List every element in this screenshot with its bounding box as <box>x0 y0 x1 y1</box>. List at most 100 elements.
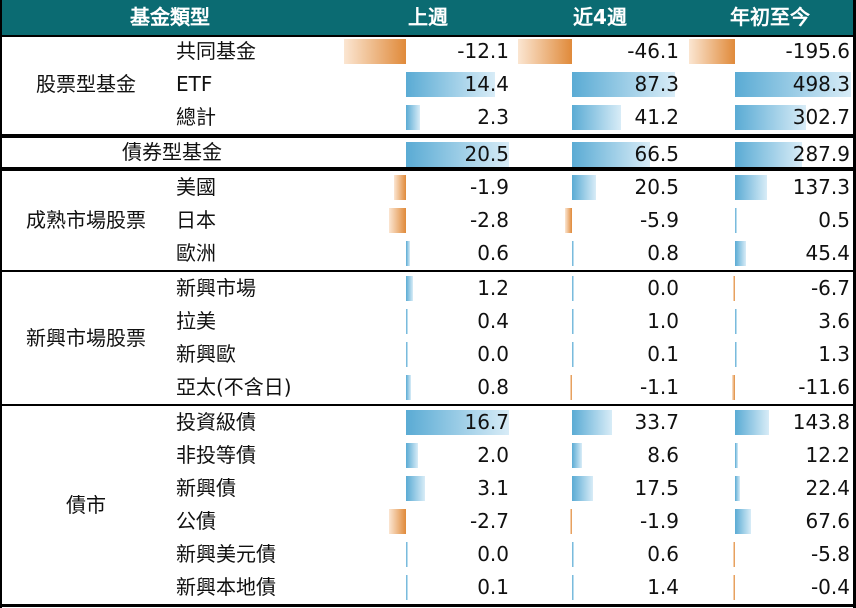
table-border-right <box>853 0 856 608</box>
row-label: 共同基金 <box>176 39 256 63</box>
table-border-left <box>0 0 2 608</box>
row-label: 歐洲 <box>176 241 216 265</box>
value-four_weeks: 1.0 <box>647 309 679 333</box>
value-ytd: 143.8 <box>792 410 850 434</box>
bar-week <box>406 575 408 600</box>
bar-week <box>406 241 410 266</box>
bar-week <box>406 375 411 400</box>
bar-ytd <box>735 175 768 200</box>
value-week: 20.5 <box>464 142 509 166</box>
value-four_weeks: 33.7 <box>634 410 679 434</box>
value-ytd: -195.6 <box>785 39 850 63</box>
header-four-weeks: 近4週 <box>573 5 627 29</box>
bar-week <box>406 542 408 567</box>
row-label: 新興美元債 <box>176 542 276 566</box>
bar-ytd <box>733 276 735 301</box>
value-week: 14.4 <box>464 72 509 96</box>
row-label: 新興本地債 <box>176 575 276 599</box>
bar-ytd <box>735 309 737 334</box>
bar-four_weeks <box>572 276 574 301</box>
bar-week <box>406 443 419 468</box>
value-ytd: 137.3 <box>792 175 850 199</box>
bar-four_weeks <box>572 309 574 334</box>
bar-four_weeks <box>572 241 574 266</box>
row-divider <box>0 167 856 171</box>
value-week: 0.8 <box>477 375 509 399</box>
value-four_weeks: 17.5 <box>634 476 679 500</box>
header-row <box>0 0 856 35</box>
bar-four_weeks <box>569 509 572 534</box>
bar-four_weeks <box>572 175 597 200</box>
value-four_weeks: -5.9 <box>639 208 679 232</box>
bar-four_weeks <box>572 142 651 167</box>
value-four_weeks: 20.5 <box>634 175 679 199</box>
bar-ytd <box>735 509 751 534</box>
bar-week <box>389 509 406 534</box>
bar-ytd <box>733 575 735 600</box>
value-ytd: 22.4 <box>805 476 850 500</box>
bar-ytd <box>735 208 737 233</box>
value-ytd: 0.5 <box>818 208 850 232</box>
bar-ytd <box>735 241 746 266</box>
row-divider <box>0 134 856 138</box>
value-week: 0.1 <box>477 575 509 599</box>
bar-four_weeks <box>572 410 612 435</box>
bar-week <box>406 142 509 167</box>
row-label: 新興債 <box>176 476 236 500</box>
value-week: 0.4 <box>477 309 509 333</box>
group-label: 債市 <box>66 493 106 517</box>
bar-week <box>406 309 409 334</box>
value-week: -2.7 <box>469 509 509 533</box>
value-four_weeks: 41.2 <box>634 105 679 129</box>
row-divider <box>0 270 856 272</box>
row-label: 新興歐 <box>176 342 236 366</box>
value-four_weeks: 87.3 <box>634 72 679 96</box>
value-ytd: 45.4 <box>805 241 850 265</box>
header-category: 基金類型 <box>130 5 210 29</box>
value-ytd: 67.6 <box>805 509 850 533</box>
bar-week <box>394 175 406 200</box>
bar-four_weeks <box>570 375 572 400</box>
value-week: 2.3 <box>477 105 509 129</box>
bar-four_weeks <box>572 443 583 468</box>
value-four_weeks: 8.6 <box>647 443 679 467</box>
bar-week <box>406 476 426 501</box>
group-label: 股票型基金 <box>36 72 136 96</box>
row-divider <box>0 604 856 607</box>
group-label: 債券型基金 <box>122 140 222 164</box>
header-week: 上週 <box>408 5 448 29</box>
value-four_weeks: -1.1 <box>639 375 679 399</box>
group-label: 新興市場股票 <box>26 326 146 350</box>
row-divider <box>0 35 856 37</box>
bar-ytd <box>735 72 851 97</box>
row-label: 投資級債 <box>176 410 256 434</box>
row-label: 拉美 <box>176 309 216 333</box>
bar-ytd <box>733 542 735 567</box>
value-four_weeks: -46.1 <box>627 39 679 63</box>
value-four_weeks: -1.9 <box>639 509 679 533</box>
value-ytd: 3.6 <box>818 309 850 333</box>
value-four_weeks: 1.4 <box>647 575 679 599</box>
value-ytd: 302.7 <box>792 105 850 129</box>
value-ytd: -5.8 <box>810 542 850 566</box>
bar-ytd <box>735 142 803 167</box>
value-week: -12.1 <box>457 39 509 63</box>
value-ytd: 12.2 <box>805 443 850 467</box>
value-week: 3.1 <box>477 476 509 500</box>
bar-four_weeks <box>565 208 572 233</box>
row-label: 亞太(不含日) <box>176 375 292 399</box>
value-ytd: 1.3 <box>818 342 850 366</box>
bar-ytd <box>735 105 806 130</box>
value-four_weeks: 0.8 <box>647 241 679 265</box>
bar-four_weeks <box>572 342 574 367</box>
row-label: 總計 <box>176 105 216 129</box>
bar-week <box>406 72 496 97</box>
bar-ytd <box>732 375 735 400</box>
value-week: -2.8 <box>469 208 509 232</box>
bar-four_weeks <box>572 105 621 130</box>
value-four_weeks: 0.1 <box>647 342 679 366</box>
header-ytd: 年初至今 <box>730 5 810 29</box>
bar-ytd <box>735 476 741 501</box>
row-label: 公債 <box>176 509 216 533</box>
